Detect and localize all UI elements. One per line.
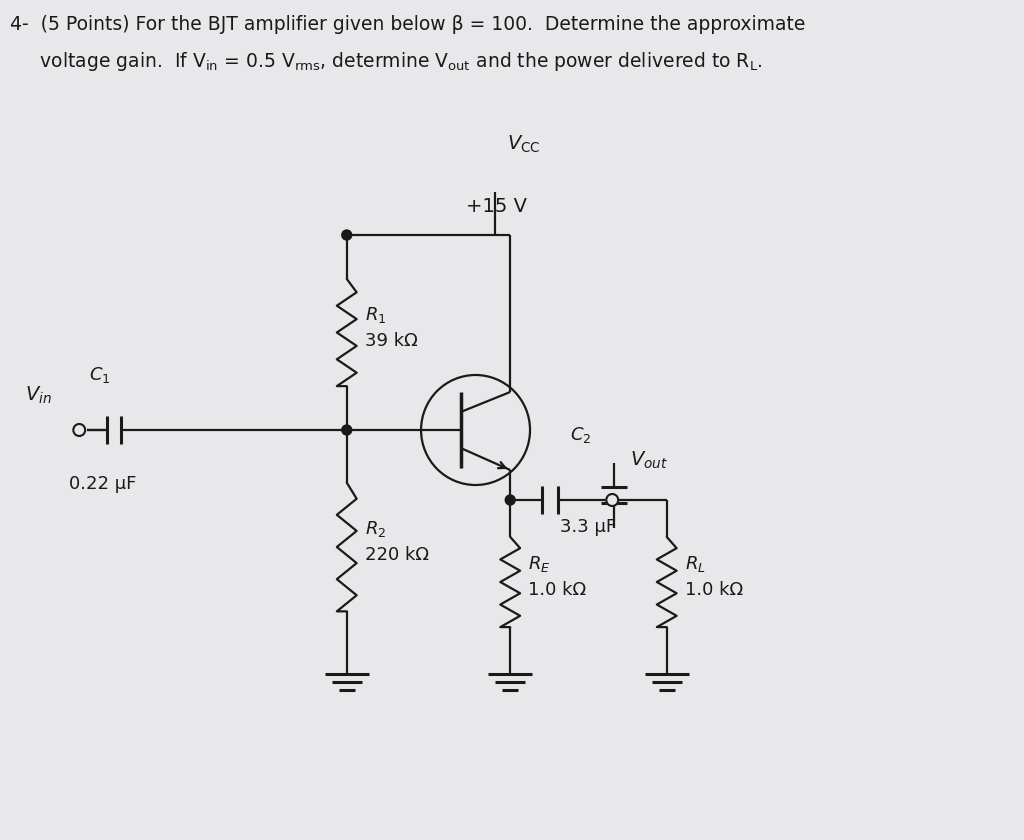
- Text: voltage gain.  If V$_{\rm in}$ = 0.5 V$_{\rm rms}$, determine V$_{\rm out}$ and : voltage gain. If V$_{\rm in}$ = 0.5 V$_{…: [10, 50, 763, 73]
- Text: $V_{\rm CC}$: $V_{\rm CC}$: [507, 134, 541, 155]
- Circle shape: [74, 424, 85, 436]
- Text: 1.0 kΩ: 1.0 kΩ: [685, 581, 742, 599]
- Text: $V_{out}$: $V_{out}$: [630, 449, 669, 470]
- Text: 1.0 kΩ: 1.0 kΩ: [528, 581, 586, 599]
- Text: $R_E$: $R_E$: [528, 554, 551, 574]
- Text: 3.3 μF: 3.3 μF: [560, 518, 615, 536]
- Text: $R_L$: $R_L$: [685, 554, 706, 574]
- Text: 39 kΩ: 39 kΩ: [365, 332, 418, 349]
- Circle shape: [342, 230, 351, 240]
- Text: $C_2$: $C_2$: [569, 425, 591, 445]
- Text: 220 kΩ: 220 kΩ: [365, 546, 429, 564]
- Text: $R_2$: $R_2$: [365, 519, 386, 539]
- Circle shape: [505, 495, 515, 505]
- Text: $C_1$: $C_1$: [89, 365, 111, 385]
- Text: +15 V: +15 V: [466, 197, 526, 216]
- Text: 0.22 μF: 0.22 μF: [70, 475, 137, 493]
- Circle shape: [342, 425, 351, 435]
- Text: 4-  (5 Points) For the BJT amplifier given below β = 100.  Determine the approxi: 4- (5 Points) For the BJT amplifier give…: [10, 15, 805, 34]
- Circle shape: [606, 494, 618, 506]
- Text: $V_{in}$: $V_{in}$: [25, 385, 51, 406]
- Text: $R_1$: $R_1$: [365, 305, 386, 324]
